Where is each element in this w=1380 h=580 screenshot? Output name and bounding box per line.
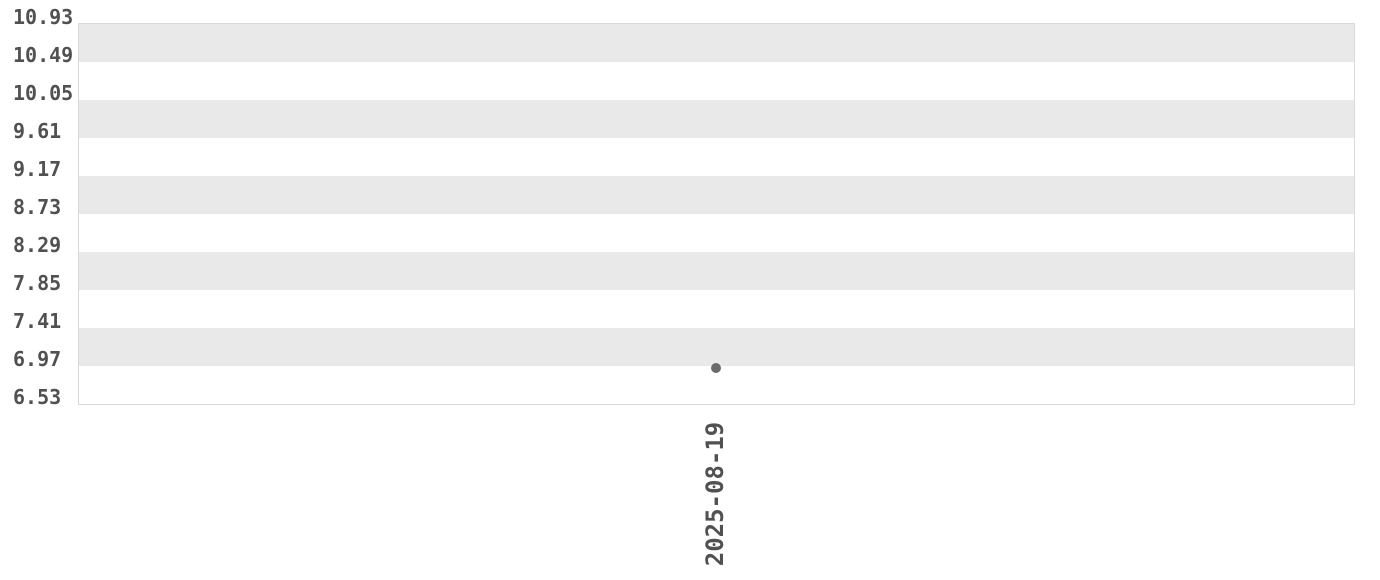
y-tick-label: 9.61 xyxy=(13,119,62,143)
x-tick-label: 2025-08-19 xyxy=(701,421,729,567)
y-tick-label: 10.05 xyxy=(13,81,74,105)
y-tick-label: 6.97 xyxy=(13,347,62,371)
grid-band xyxy=(79,176,1354,214)
y-tick-label: 9.17 xyxy=(13,157,62,181)
grid-band xyxy=(79,24,1354,62)
y-tick-label: 6.53 xyxy=(13,385,62,409)
y-tick-label: 10.49 xyxy=(13,43,74,67)
y-tick-label: 7.41 xyxy=(13,309,62,333)
grid-band xyxy=(79,138,1354,176)
y-axis: 10.93 10.49 10.05 9.61 9.17 8.73 8.29 7.85 7.41 6… xyxy=(0,0,78,420)
y-tick-label: 8.29 xyxy=(13,233,62,257)
data-point xyxy=(710,362,721,373)
grid-band xyxy=(79,62,1354,100)
plot-area xyxy=(78,23,1355,405)
grid-band xyxy=(79,290,1354,328)
grid-band xyxy=(79,252,1354,290)
grid-band xyxy=(79,100,1354,138)
y-tick-label: 8.73 xyxy=(13,195,62,219)
y-tick-label: 7.85 xyxy=(13,271,62,295)
grid-band xyxy=(79,214,1354,252)
grid-band xyxy=(79,328,1354,366)
y-tick-label: 10.93 xyxy=(13,5,74,29)
